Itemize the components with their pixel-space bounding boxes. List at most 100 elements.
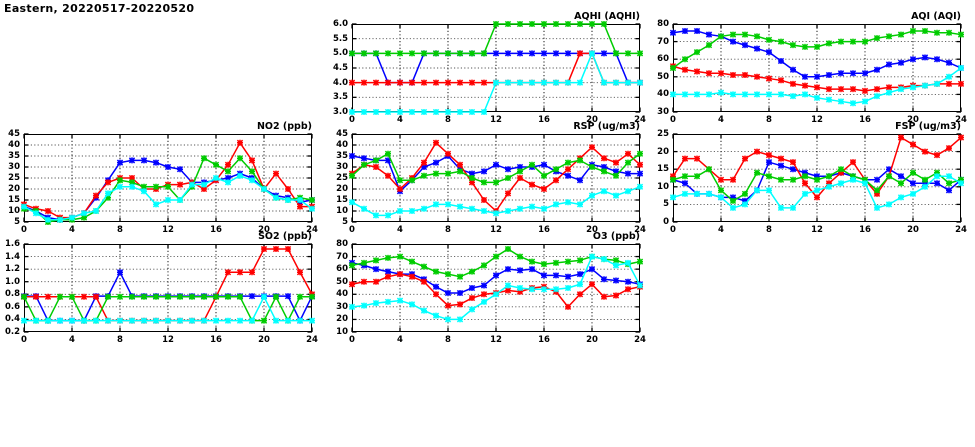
x-tick-label: 12 — [490, 225, 502, 235]
data-point — [849, 176, 857, 183]
data-point — [729, 38, 737, 45]
data-point — [777, 176, 785, 183]
x-tick-label: 8 — [445, 225, 451, 235]
data-point — [540, 205, 548, 212]
data-point — [396, 177, 404, 184]
panel-so2: SO2 (ppb) 0.2 0.4 0.6 0.8 1.0 1.2 1.4 1.6 0 4 8 12 16… — [5, 231, 318, 345]
data-point — [528, 203, 536, 210]
data-point — [564, 50, 572, 57]
y-tick-label: 1.2 — [4, 264, 20, 275]
data-point — [348, 172, 356, 179]
data-point — [384, 273, 392, 280]
data-point — [921, 176, 929, 183]
y-tick-label: 60 — [336, 264, 348, 275]
data-point — [116, 183, 124, 190]
data-point — [200, 185, 208, 193]
data-point — [693, 190, 701, 197]
data-point — [456, 161, 464, 168]
data-point — [20, 317, 28, 324]
data-point — [717, 187, 725, 194]
panel-title: AQHI (AQHI) — [574, 11, 640, 22]
data-point — [849, 70, 857, 77]
data-point — [176, 293, 184, 300]
data-point — [348, 262, 356, 269]
data-point — [564, 20, 572, 28]
data-point — [80, 210, 88, 217]
data-point — [588, 281, 596, 288]
panel-title: RSP (ug/m3) — [573, 121, 640, 132]
data-point — [20, 203, 28, 210]
data-point — [693, 173, 701, 180]
y-tick-label: 70 — [657, 36, 669, 47]
data-point — [408, 301, 416, 308]
data-point — [456, 316, 464, 323]
panel-title: AQI (AQI) — [911, 11, 961, 22]
data-point — [861, 176, 869, 183]
data-point — [480, 298, 488, 305]
data-point — [128, 317, 136, 324]
data-point — [813, 73, 821, 80]
data-point — [492, 79, 500, 86]
data-point — [612, 168, 620, 175]
data-point — [44, 293, 52, 300]
data-point — [420, 307, 428, 314]
data-point — [200, 293, 208, 300]
data-point — [681, 56, 689, 63]
data-point — [837, 85, 845, 93]
data-point — [552, 79, 560, 86]
data-point — [104, 317, 112, 324]
data-point — [552, 177, 560, 184]
x-tick-label: 8 — [117, 335, 123, 345]
x-tick-label: 12 — [811, 225, 823, 235]
y-tick-label: 5 — [663, 199, 669, 210]
data-point — [360, 205, 368, 212]
data-point — [837, 180, 845, 187]
x-tick-label: 24 — [634, 225, 646, 235]
data-point — [456, 108, 464, 116]
x-tick-label: 4 — [397, 115, 403, 125]
data-point — [588, 50, 596, 57]
data-point — [444, 271, 452, 278]
data-point — [837, 166, 845, 173]
data-point — [396, 253, 404, 260]
data-point — [873, 85, 881, 93]
data-point — [600, 255, 608, 263]
data-point — [164, 293, 172, 300]
data-point — [200, 181, 208, 188]
data-point — [849, 100, 857, 107]
data-point — [372, 163, 380, 171]
data-point — [693, 155, 701, 162]
data-point — [272, 293, 280, 300]
data-point — [669, 29, 677, 36]
y-tick-label: 25 — [336, 173, 348, 183]
data-point — [360, 50, 368, 57]
y-tick-label: 3.0 — [332, 107, 348, 117]
data-point — [552, 166, 560, 173]
data-point — [873, 34, 881, 42]
data-point — [528, 266, 536, 273]
data-point — [540, 260, 548, 268]
data-point — [576, 291, 584, 298]
data-point — [116, 177, 124, 184]
x-tick-label: 20 — [586, 115, 598, 125]
x-tick-label: 0 — [21, 335, 27, 345]
y-tick-label: 10 — [336, 206, 348, 216]
x-tick-label: 20 — [586, 225, 598, 235]
y-tick-label: 40 — [657, 89, 669, 100]
data-point — [528, 181, 536, 188]
data-point — [468, 79, 476, 86]
data-point — [504, 174, 512, 182]
data-point — [741, 91, 749, 98]
data-point — [873, 187, 881, 194]
data-point — [957, 176, 965, 183]
x-tick-label: 12 — [490, 115, 502, 125]
data-point — [909, 180, 917, 187]
data-point — [741, 197, 749, 205]
y-tick-label: 50 — [657, 71, 669, 82]
data-point — [492, 253, 500, 260]
data-point — [176, 166, 184, 173]
data-point — [444, 50, 452, 57]
y-tick-label: 35 — [336, 151, 348, 161]
data-point — [236, 269, 244, 276]
data-point — [116, 317, 124, 324]
